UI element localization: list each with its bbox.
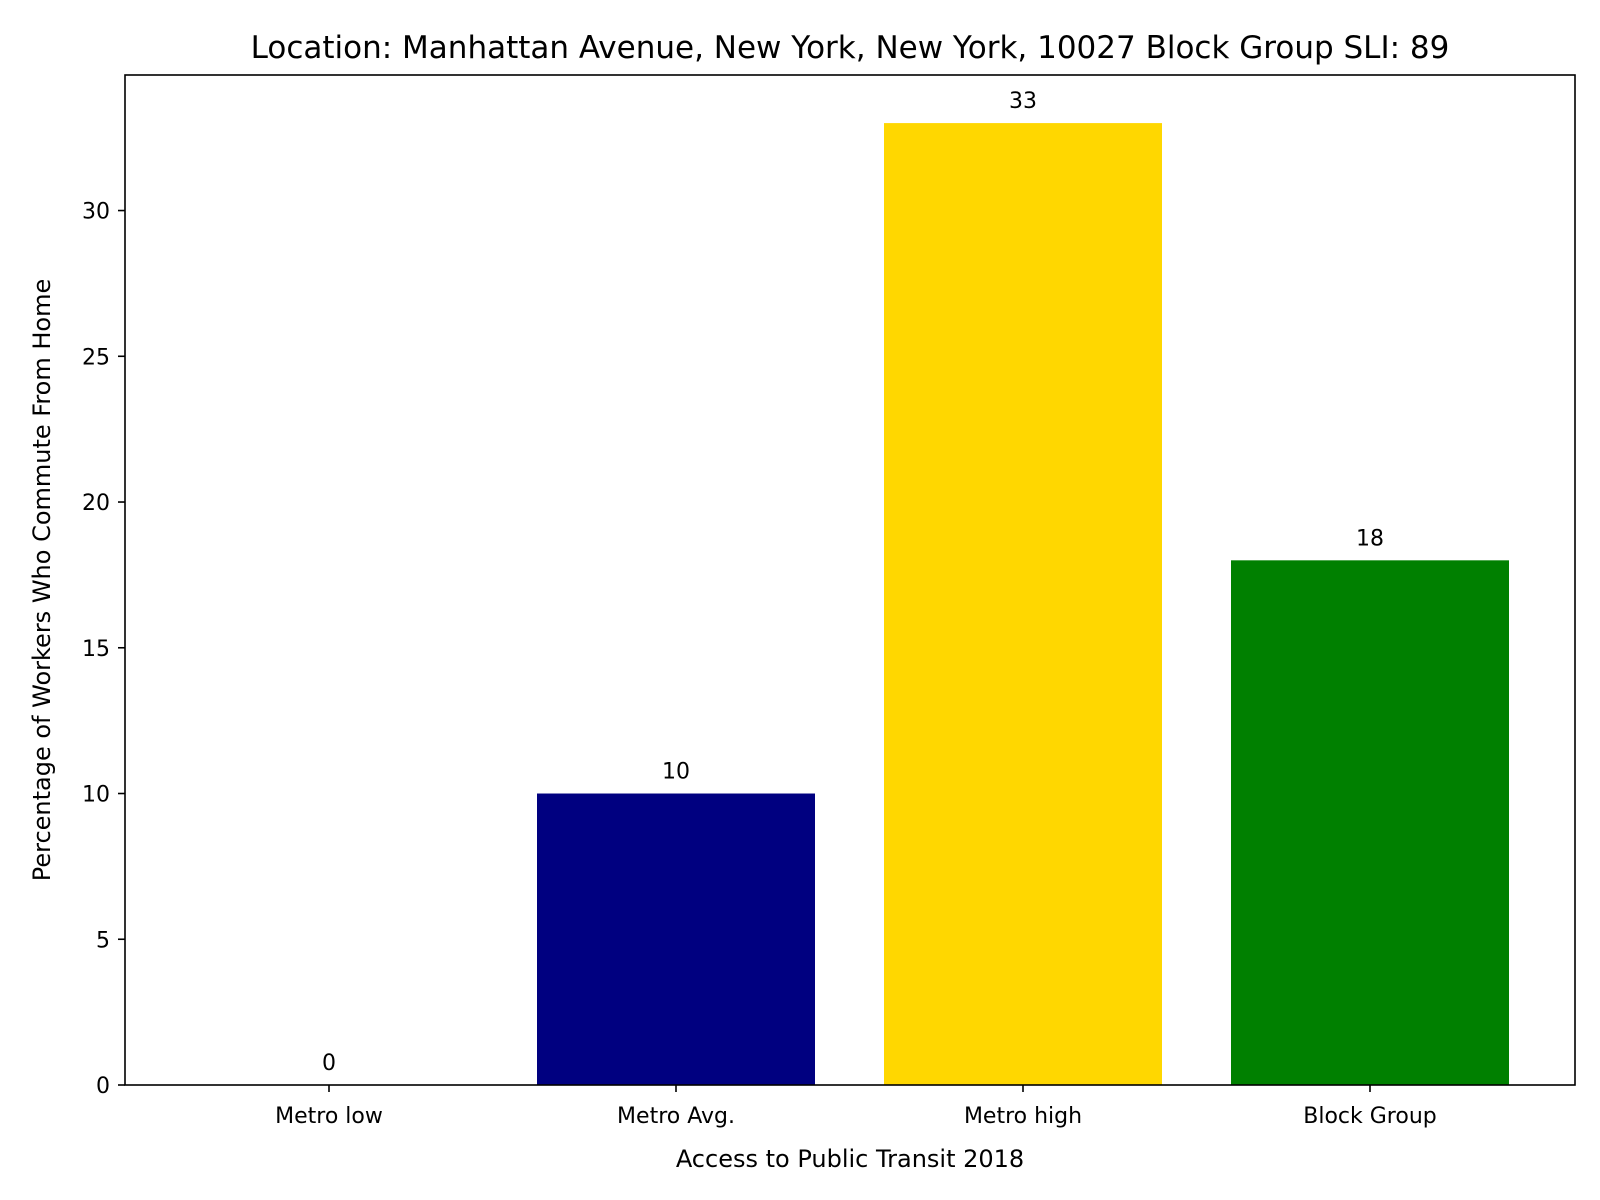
y-tick-label: 10 [82,783,110,808]
y-tick-label: 25 [82,345,110,370]
bar-value-label: 18 [1356,526,1384,551]
bar-block-group [1231,560,1509,1085]
x-tick-label: Metro Avg. [617,1104,735,1129]
x-tick-label: Metro low [275,1104,383,1129]
data-labels-layer: 0 10 33 18 [322,89,1384,1076]
chart-title: Location: Manhattan Avenue, New York, Ne… [251,30,1450,66]
bar-value-label: 33 [1009,89,1037,114]
y-tick-label: 0 [96,1074,110,1099]
x-tick-label: Metro high [964,1104,1082,1129]
bar-value-label: 0 [322,1051,336,1076]
y-tick-label: 5 [96,928,110,953]
bars-layer [537,123,1509,1086]
ticks-layer: Metro low Metro Avg. Metro high Block Group… [82,200,1437,1129]
bar-metro-high [884,123,1162,1086]
y-tick-label: 30 [82,200,110,225]
y-tick-label: 20 [82,491,110,516]
x-tick-label: Block Group [1303,1104,1436,1129]
y-axis-label: Percentage of Workers Who Commute From H… [28,279,56,882]
bar-value-label: 10 [662,760,690,785]
plot-area-frame [124,74,1576,1086]
bar-metro-avg [537,793,815,1085]
y-tick-label: 15 [82,637,110,662]
x-axis-label: Access to Public Transit 2018 [676,1145,1024,1173]
